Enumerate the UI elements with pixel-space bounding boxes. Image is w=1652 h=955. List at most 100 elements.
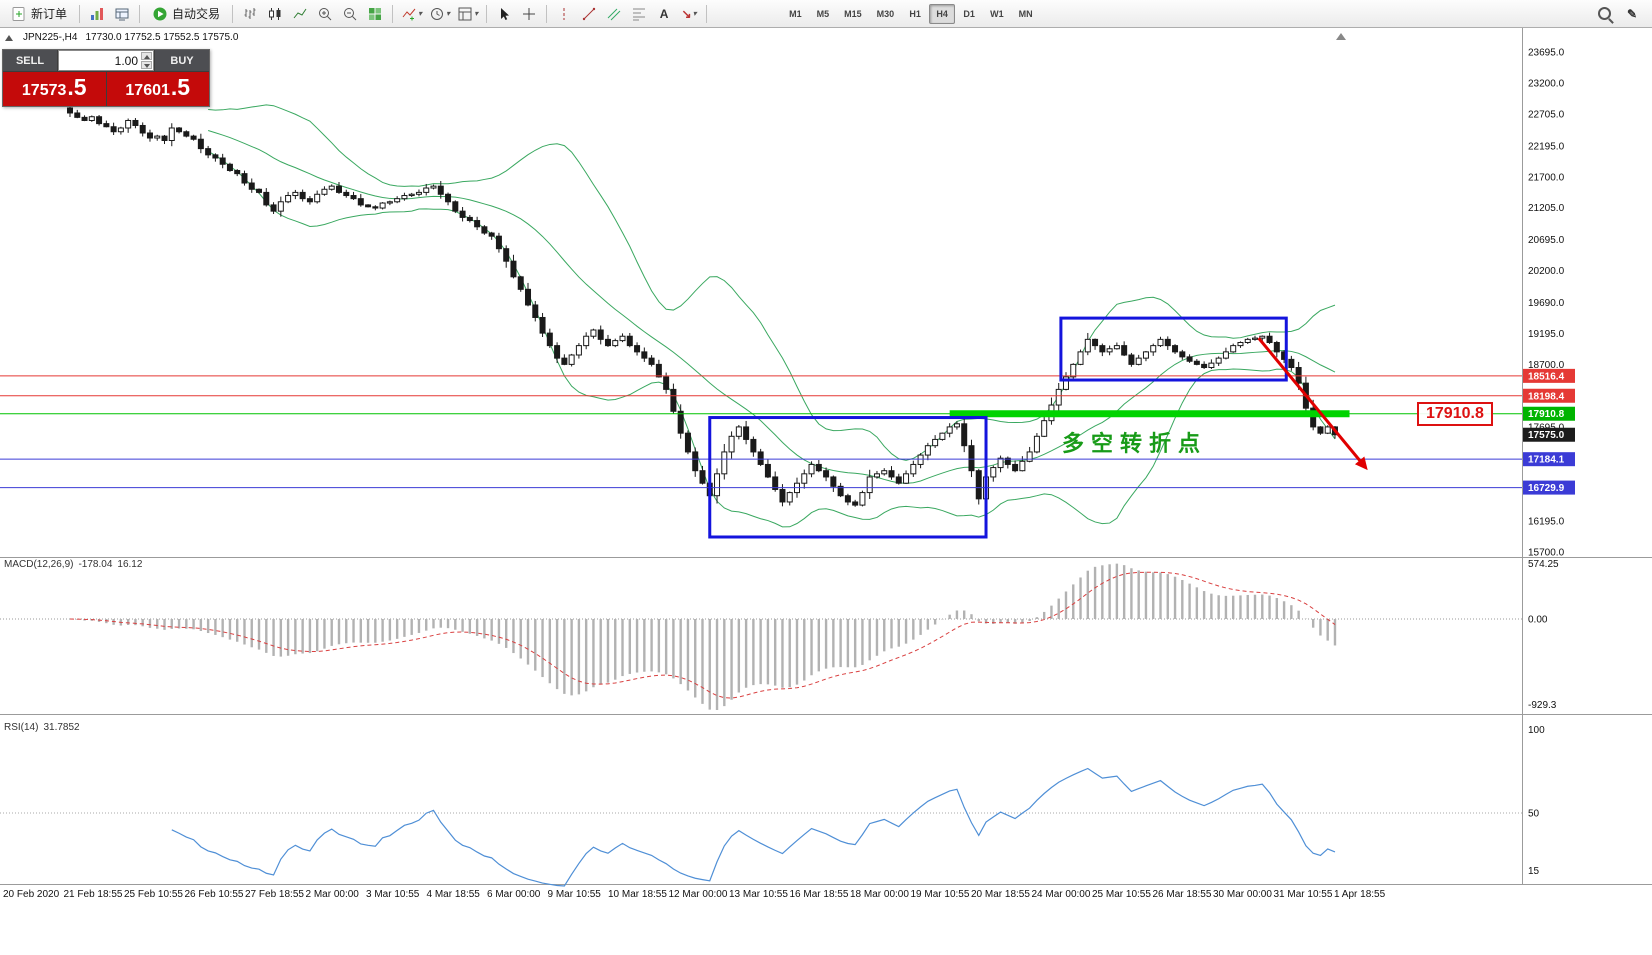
timeframe-h1-button[interactable]: H1	[902, 4, 928, 24]
candlestick-mode-button[interactable]	[263, 3, 287, 25]
consolidation-box[interactable]	[1059, 316, 1288, 382]
toolbar-separator	[486, 4, 488, 23]
svg-text:22195.0: 22195.0	[1528, 141, 1565, 152]
price-callout-label[interactable]: 17910.8	[1417, 402, 1493, 426]
chart-area[interactable]: 23695.0 23200.0 22705.0 22195.0 21700.0 21205…	[0, 28, 1652, 955]
timeframe-w1-button[interactable]: W1	[983, 4, 1011, 24]
macd-name: MACD(12,26,9)	[4, 559, 74, 570]
bar-chart-mode-button[interactable]	[238, 3, 262, 25]
ohlc-bars-icon	[244, 7, 256, 19]
quick-search-button[interactable]	[1592, 3, 1616, 25]
buy-price-button[interactable]: 17601.5	[106, 72, 209, 106]
timeframe-m15-button[interactable]: M15	[837, 4, 869, 24]
consolidation-box[interactable]	[708, 416, 988, 539]
vertical-line-tool-button[interactable]	[552, 3, 576, 25]
autotrading-play-icon	[153, 7, 167, 20]
svg-text:21205.0: 21205.0	[1528, 203, 1565, 214]
volume-up-button[interactable]	[141, 52, 152, 60]
zoom-in-button[interactable]	[313, 3, 337, 25]
svg-text:25 Mar 10:55: 25 Mar 10:55	[1092, 889, 1151, 900]
svg-text:27 Feb 18:55: 27 Feb 18:55	[245, 889, 304, 900]
edit-button[interactable]: ✎	[1620, 3, 1644, 25]
channel-tool-button[interactable]	[602, 3, 626, 25]
svg-text:9 Mar 10:55: 9 Mar 10:55	[548, 889, 602, 900]
market-watch-icon	[115, 8, 129, 20]
sell-button[interactable]: SELL	[3, 50, 57, 71]
timeframe-h4-button[interactable]: H4	[929, 3, 956, 24]
quote-ohlc-values: 17730.0 17752.5 17552.5 17575.0	[85, 32, 239, 43]
market-watch-button[interactable]	[110, 3, 134, 25]
toolbar-separator	[706, 4, 708, 23]
fibonacci-icon	[633, 8, 646, 20]
buy-button[interactable]: BUY	[155, 50, 209, 71]
axis-price-badge	[1523, 480, 1575, 495]
bar-graph-icon	[91, 7, 104, 20]
tile-windows-icon	[369, 7, 382, 20]
zoom-out-button[interactable]	[338, 3, 362, 25]
chevron-down-icon: ▾	[418, 9, 423, 18]
chevron-down-icon: ▾	[474, 9, 479, 18]
crosshair-tool-button[interactable]	[517, 3, 541, 25]
svg-text:15700.0: 15700.0	[1528, 548, 1565, 559]
new-order-label: 新订单	[31, 7, 68, 21]
timeframe-m30-button[interactable]: M30	[870, 4, 902, 24]
macd-histogram	[76, 563, 1337, 710]
scroll-to-end-marker[interactable]	[1336, 33, 1346, 40]
periods-menu-button[interactable]: ▾	[426, 3, 453, 25]
timeframe-d1-button[interactable]: D1	[956, 4, 982, 24]
svg-text:20695.0: 20695.0	[1528, 235, 1565, 246]
svg-text:16 Mar 18:55: 16 Mar 18:55	[790, 889, 849, 900]
timeframe-m1-button[interactable]: M1	[782, 4, 809, 24]
svg-text:22705.0: 22705.0	[1528, 109, 1565, 120]
cursor-tool-button[interactable]	[492, 3, 516, 25]
rsi-indicator-label: RSI(14) 31.7852	[4, 722, 85, 733]
new-order-button[interactable]: 新订单	[4, 3, 74, 25]
svg-text:23200.0: 23200.0	[1528, 78, 1565, 89]
svg-text:17184.1: 17184.1	[1528, 455, 1565, 466]
svg-text:6 Mar 00:00: 6 Mar 00:00	[487, 889, 541, 900]
pivot-annotation[interactable]: 多空转折点	[1062, 431, 1208, 456]
svg-text:574.25: 574.25	[1528, 559, 1559, 570]
rsi-value: 31.7852	[43, 722, 80, 733]
line-chart-mode-button[interactable]	[288, 3, 312, 25]
symbol-period-label: JPN225-,H4	[23, 32, 78, 43]
charts-profile-button[interactable]	[85, 3, 109, 25]
svg-text:-929.3: -929.3	[1528, 700, 1557, 711]
svg-text:18 Mar 00:00: 18 Mar 00:00	[850, 889, 909, 900]
time-axis[interactable]: 20 Feb 2020 21 Feb 18:55 25 Feb 10:55 26 Fe…	[3, 889, 1386, 900]
indicators-menu-button[interactable]: ▾	[398, 3, 425, 25]
svg-text:20 Feb 2020: 20 Feb 2020	[3, 889, 60, 900]
timeframe-group: M1 M5 M15 M30 H1 H4 D1 W1 MN	[782, 3, 1040, 24]
autotrading-label: 自动交易	[172, 7, 221, 21]
trendline-tool-button[interactable]	[577, 3, 601, 25]
svg-text:20 Mar 18:55: 20 Mar 18:55	[971, 889, 1030, 900]
text-tool-button[interactable]: A	[652, 3, 676, 25]
svg-text:10 Mar 18:55: 10 Mar 18:55	[608, 889, 667, 900]
toolbar-right-group: ✎	[1592, 3, 1648, 25]
trade-panel-prices: 17573.5 17601.5	[3, 72, 209, 106]
macd-signal-line	[69, 571, 1336, 699]
zoom-out-icon	[344, 7, 357, 20]
fibonacci-tool-button[interactable]	[627, 3, 651, 25]
templates-menu-button[interactable]: ▾	[454, 3, 481, 25]
svg-text:18700.0: 18700.0	[1528, 360, 1565, 371]
down-arrow-object[interactable]	[1257, 337, 1363, 464]
timeframe-m5-button[interactable]: M5	[810, 4, 837, 24]
autotrading-button[interactable]: 自动交易	[145, 3, 227, 25]
arrows-tool-button[interactable]: ↘ ▾	[677, 3, 701, 25]
quote-line: JPN225-,H4 17730.0 17752.5 17552.5 17575…	[5, 32, 238, 43]
svg-text:20200.0: 20200.0	[1528, 266, 1565, 277]
volume-down-button[interactable]	[141, 61, 152, 69]
svg-text:17575.0: 17575.0	[1528, 430, 1565, 441]
chart-workspace: 23695.0 23200.0 22705.0 22195.0 21700.0 21205…	[0, 28, 1652, 955]
tile-windows-button[interactable]	[363, 3, 387, 25]
timeframe-mn-button[interactable]: MN	[1012, 4, 1040, 24]
chevron-down-icon: ▾	[446, 9, 451, 18]
volume-field[interactable]: 1.00	[58, 50, 154, 71]
svg-text:25 Feb 10:55: 25 Feb 10:55	[124, 889, 183, 900]
one-click-trading-panel: SELL 1.00 BUY 17573.5 17601.5	[2, 49, 210, 107]
zoom-in-icon	[319, 7, 332, 20]
sell-price-button[interactable]: 17573.5	[3, 72, 106, 106]
price-axis[interactable]: 23695.0 23200.0 22705.0 22195.0 21700.0 21205…	[1523, 48, 1575, 878]
svg-text:26 Mar 18:55: 26 Mar 18:55	[1153, 889, 1212, 900]
